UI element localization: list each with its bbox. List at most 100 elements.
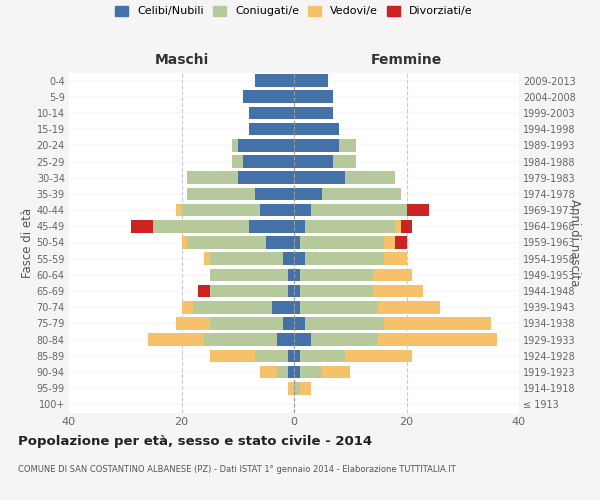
Text: COMUNE DI SAN COSTANTINO ALBANESE (PZ) - Dati ISTAT 1° gennaio 2014 - Elaborazio: COMUNE DI SAN COSTANTINO ALBANESE (PZ) -… bbox=[18, 465, 456, 474]
Bar bbox=[294, 204, 311, 216]
Bar bbox=[299, 268, 373, 281]
Bar bbox=[339, 139, 356, 151]
Bar bbox=[277, 366, 289, 378]
Bar bbox=[373, 285, 424, 298]
Bar bbox=[182, 236, 187, 249]
Bar bbox=[193, 301, 271, 314]
Bar bbox=[209, 285, 289, 298]
Y-axis label: Anni di nascita: Anni di nascita bbox=[568, 199, 581, 286]
Bar bbox=[322, 188, 401, 200]
Bar bbox=[249, 220, 294, 232]
Text: Femmine: Femmine bbox=[371, 54, 442, 68]
Bar bbox=[289, 382, 294, 394]
Bar bbox=[384, 236, 395, 249]
Legend: Celibi/Nubili, Coniugati/e, Vedovi/e, Divorziati/e: Celibi/Nubili, Coniugati/e, Vedovi/e, Di… bbox=[115, 6, 473, 16]
Bar bbox=[305, 252, 384, 265]
Bar bbox=[344, 172, 395, 184]
Bar bbox=[384, 317, 491, 330]
Bar bbox=[294, 188, 322, 200]
Bar bbox=[299, 236, 384, 249]
Bar bbox=[322, 366, 350, 378]
Bar bbox=[294, 139, 339, 151]
Bar bbox=[294, 155, 334, 168]
Bar bbox=[294, 74, 328, 87]
Bar bbox=[232, 155, 244, 168]
Bar bbox=[154, 220, 249, 232]
Bar bbox=[294, 252, 305, 265]
Bar bbox=[238, 172, 294, 184]
Bar bbox=[232, 139, 238, 151]
Bar bbox=[209, 317, 283, 330]
Bar bbox=[299, 382, 311, 394]
Bar bbox=[204, 334, 277, 346]
Bar bbox=[294, 350, 299, 362]
Bar bbox=[199, 285, 209, 298]
Bar bbox=[299, 301, 379, 314]
Bar bbox=[395, 236, 407, 249]
Text: Popolazione per età, sesso e stato civile - 2014: Popolazione per età, sesso e stato civil… bbox=[18, 435, 372, 448]
Bar bbox=[305, 220, 395, 232]
Bar bbox=[244, 155, 294, 168]
Bar bbox=[187, 188, 254, 200]
Bar bbox=[379, 334, 497, 346]
Bar bbox=[249, 106, 294, 120]
Bar bbox=[131, 220, 154, 232]
Bar bbox=[204, 252, 209, 265]
Bar bbox=[294, 90, 334, 103]
Bar bbox=[294, 123, 339, 136]
Bar bbox=[305, 317, 384, 330]
Bar bbox=[148, 334, 204, 346]
Bar bbox=[299, 285, 373, 298]
Bar bbox=[187, 236, 266, 249]
Bar bbox=[182, 204, 260, 216]
Bar bbox=[395, 220, 401, 232]
Bar bbox=[209, 350, 254, 362]
Bar bbox=[260, 366, 277, 378]
Bar bbox=[401, 220, 412, 232]
Bar bbox=[334, 155, 356, 168]
Bar bbox=[289, 285, 294, 298]
Bar bbox=[373, 268, 412, 281]
Bar bbox=[294, 334, 311, 346]
Text: Maschi: Maschi bbox=[154, 54, 209, 68]
Bar bbox=[294, 172, 344, 184]
Bar bbox=[277, 334, 294, 346]
Bar bbox=[238, 139, 294, 151]
Bar bbox=[294, 106, 334, 120]
Bar bbox=[187, 172, 238, 184]
Bar bbox=[407, 204, 429, 216]
Bar bbox=[384, 252, 407, 265]
Bar bbox=[182, 301, 193, 314]
Bar bbox=[294, 285, 299, 298]
Bar bbox=[283, 317, 294, 330]
Bar bbox=[176, 204, 182, 216]
Bar bbox=[271, 301, 294, 314]
Bar bbox=[294, 366, 299, 378]
Bar bbox=[294, 268, 299, 281]
Bar bbox=[294, 382, 299, 394]
Bar bbox=[289, 268, 294, 281]
Bar bbox=[244, 90, 294, 103]
Bar bbox=[254, 188, 294, 200]
Bar bbox=[311, 204, 407, 216]
Bar bbox=[283, 252, 294, 265]
Bar bbox=[289, 366, 294, 378]
Bar bbox=[294, 220, 305, 232]
Bar bbox=[344, 350, 412, 362]
Bar bbox=[209, 268, 289, 281]
Bar bbox=[209, 252, 283, 265]
Bar bbox=[294, 301, 299, 314]
Bar bbox=[294, 317, 305, 330]
Bar bbox=[260, 204, 294, 216]
Bar bbox=[311, 334, 379, 346]
Bar bbox=[379, 301, 440, 314]
Bar bbox=[289, 350, 294, 362]
Bar bbox=[299, 350, 344, 362]
Bar bbox=[176, 317, 209, 330]
Bar bbox=[299, 366, 322, 378]
Bar bbox=[249, 123, 294, 136]
Y-axis label: Fasce di età: Fasce di età bbox=[20, 208, 34, 278]
Bar bbox=[254, 74, 294, 87]
Bar bbox=[254, 350, 289, 362]
Bar bbox=[294, 236, 299, 249]
